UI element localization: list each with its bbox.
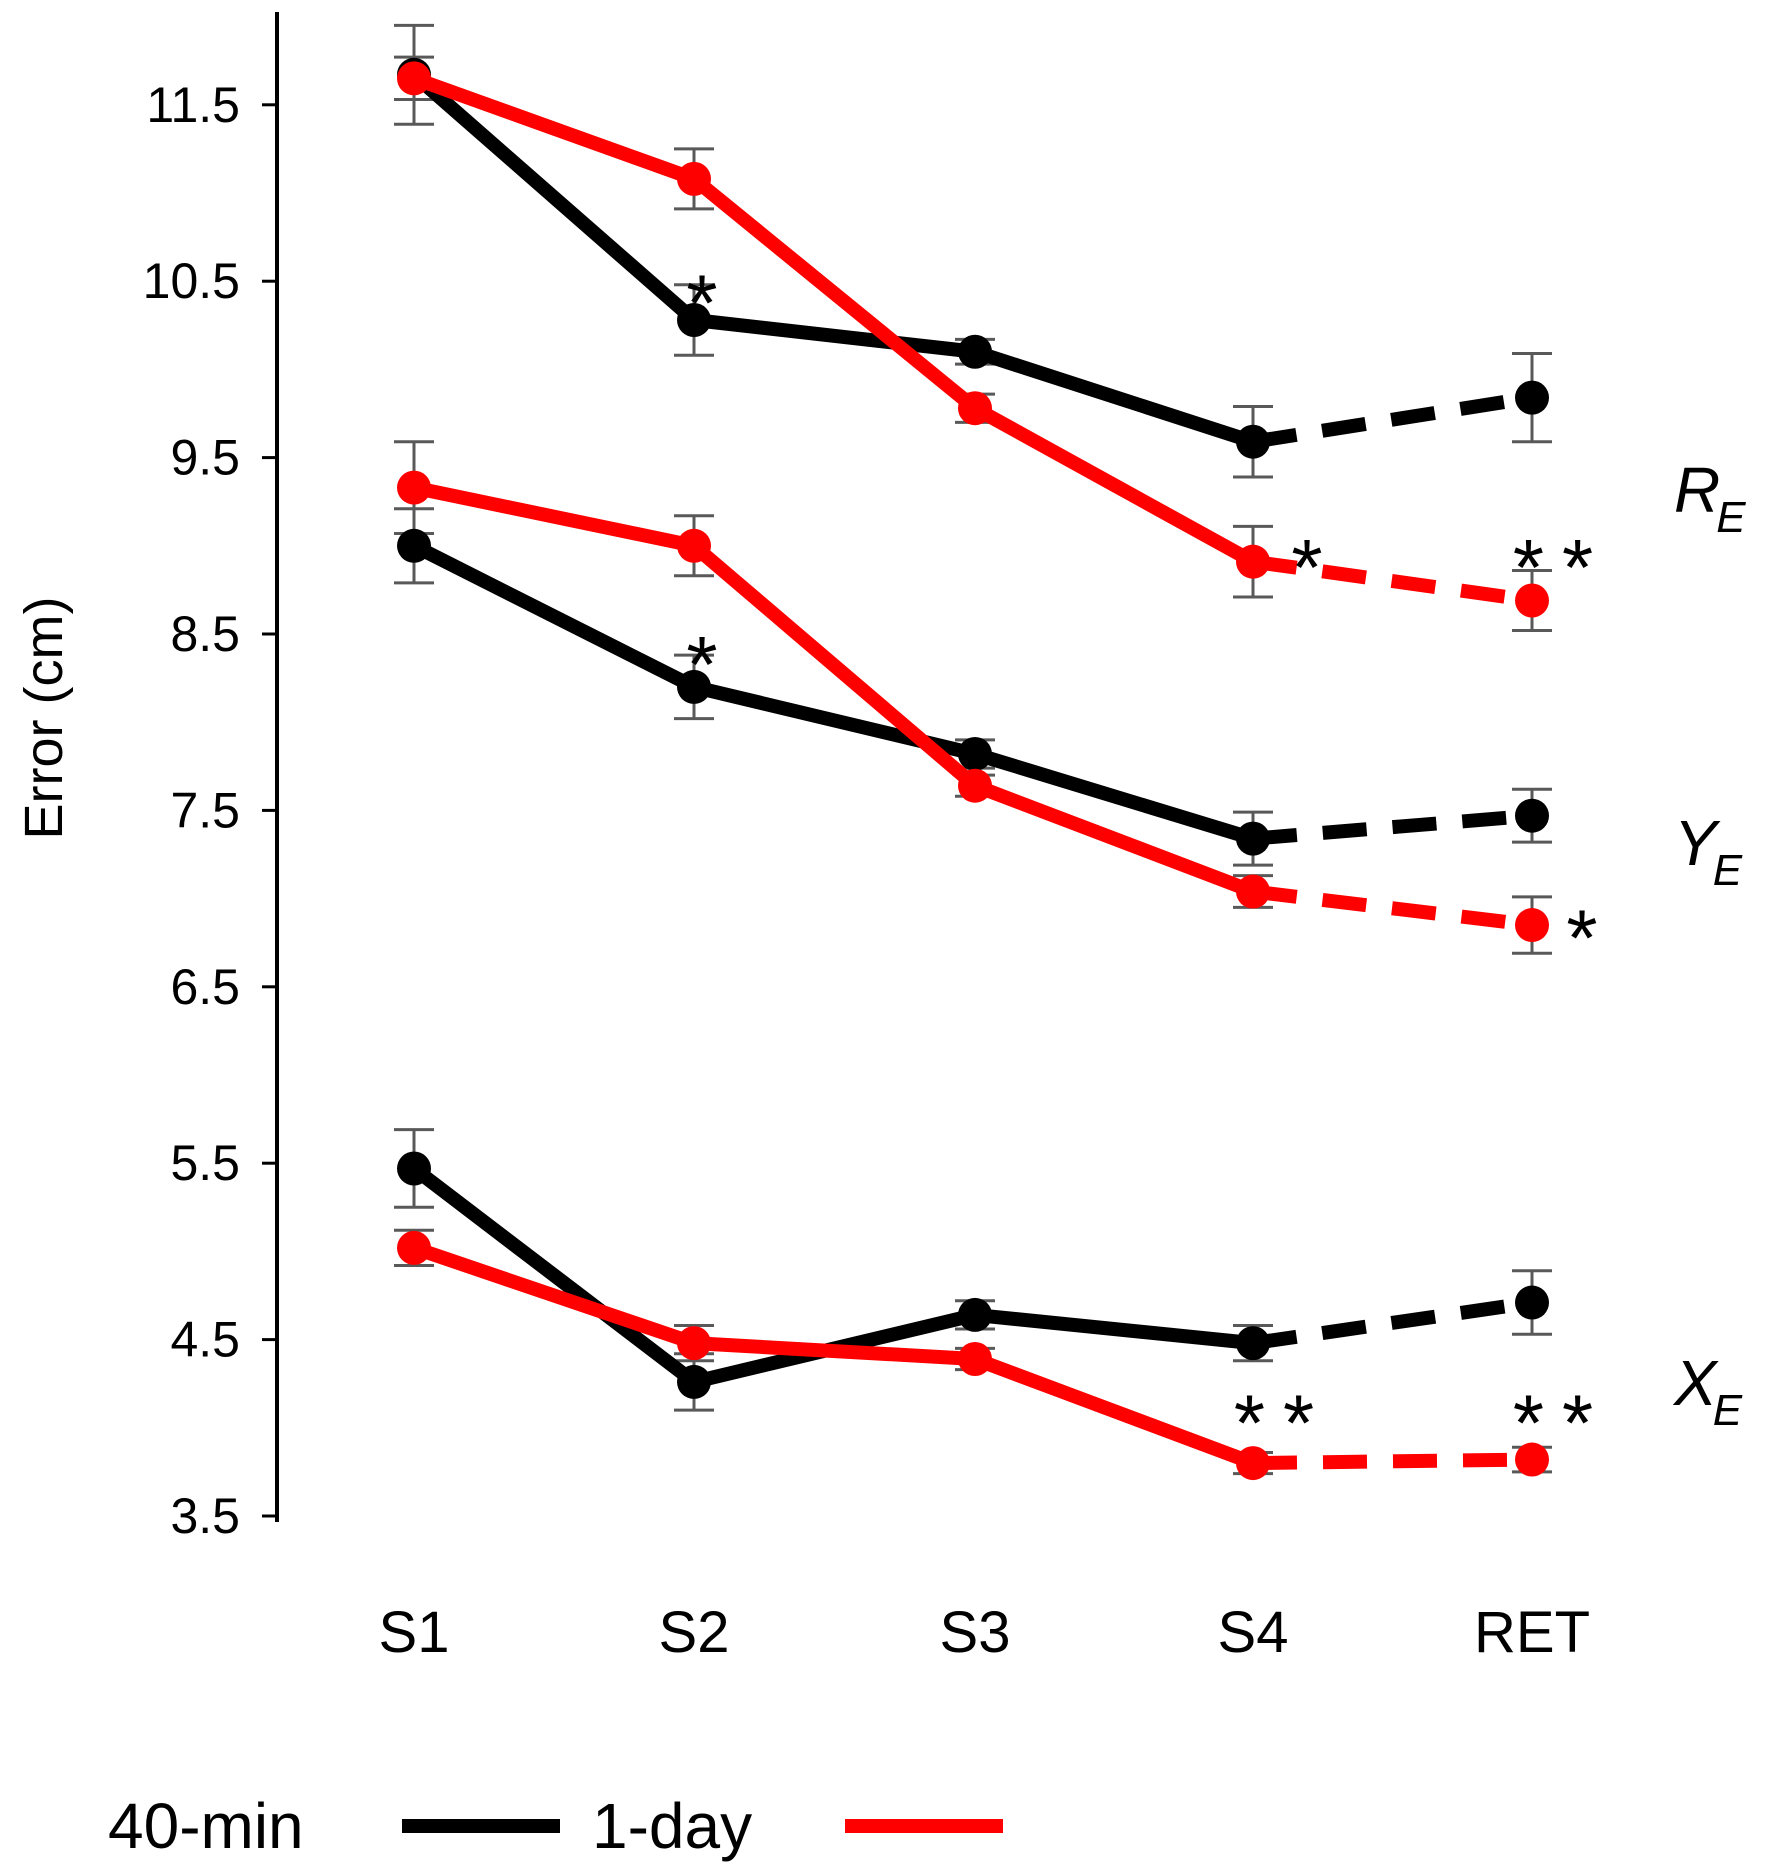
y-tick-label-5-5: 5.5 <box>170 1135 240 1191</box>
data-point-xe-40-min-s1 <box>397 1151 431 1186</box>
series-line-dashed-xe-1-day <box>1252 1452 1533 1471</box>
data-point-xe-40-min-s3 <box>958 1297 992 1332</box>
data-point-re-1-day-ret <box>1515 583 1549 618</box>
metric-labels: RE YE XE <box>1672 454 1746 1435</box>
data-point-ye-40-min-s4 <box>1236 821 1270 856</box>
data-point-re-40-min-ret <box>1515 380 1549 415</box>
significance-marker-re-s4: * <box>1291 523 1322 612</box>
series-line-dashed-ye-40-min <box>1252 808 1533 846</box>
data-point-re-1-day-s4 <box>1236 544 1270 579</box>
y-tick-label-11-5: 11.5 <box>146 77 240 133</box>
data-point-re-40-min-s2 <box>677 303 711 338</box>
series-line-dashed-re-1-day <box>1252 554 1533 608</box>
data-point-re-40-min-s4 <box>1236 424 1270 459</box>
significance-marker-ye-ret: * <box>1566 893 1597 982</box>
metric-label-subscript-xe: E <box>1713 1386 1743 1435</box>
y-tick-label-4-5: 4.5 <box>170 1312 240 1368</box>
series-line-re-40-min <box>407 67 1260 449</box>
data-point-xe-1-day-s1 <box>397 1230 431 1265</box>
data-point-xe-40-min-ret <box>1515 1285 1549 1320</box>
data-point-ye-40-min-s3 <box>958 736 992 771</box>
significance-marker-ye-s2: * <box>686 620 717 709</box>
data-point-xe-1-day-ret <box>1515 1442 1549 1477</box>
series-line-dashed-re-40-min <box>1251 390 1534 449</box>
significance-marker-xe-s4: ** <box>1234 1379 1332 1468</box>
data-point-xe-1-day-s3 <box>958 1342 992 1377</box>
legend-label-40-min: 40-min <box>108 1790 304 1862</box>
y-tick-label-8-5: 8.5 <box>170 606 240 662</box>
x-tick-label-s4: S4 <box>1218 1600 1289 1665</box>
metric-label-re: RE <box>1674 454 1746 542</box>
y-tick-label-7-5: 7.5 <box>170 782 240 838</box>
data-point-ye-1-day-s4 <box>1236 874 1270 909</box>
legend: 40-min 1-day <box>108 1790 1003 1862</box>
x-axis-labels: S1 S2 S3 S4 RET <box>379 1600 1590 1665</box>
data-point-xe-1-day-s2 <box>677 1326 711 1361</box>
data-point-ye-1-day-ret <box>1515 908 1549 943</box>
x-tick-label-ret: RET <box>1474 1600 1590 1665</box>
metric-label-ye: YE <box>1674 807 1743 895</box>
data-point-ye-1-day-s1 <box>397 470 431 505</box>
series-line-dashed-ye-1-day <box>1252 884 1533 933</box>
x-tick-label-s1: S1 <box>379 1600 450 1665</box>
metric-label-subscript-ye: E <box>1713 846 1743 895</box>
x-tick-label-s2: S2 <box>659 1600 730 1665</box>
significance-marker-re-ret: ** <box>1513 523 1611 612</box>
series-line-re-1-day <box>407 71 1260 569</box>
series-line-ye-1-day <box>407 480 1260 899</box>
y-tick-label-6-5: 6.5 <box>170 959 240 1015</box>
metric-label-xe: XE <box>1672 1347 1743 1435</box>
significance-marker-re-s2: * <box>686 258 717 347</box>
series-line-dashed-xe-40-min <box>1251 1295 1534 1351</box>
series-line-ye-40-min <box>407 538 1260 846</box>
y-tick-label-3-5: 3.5 <box>170 1488 240 1544</box>
y-tick-label-10-5: 10.5 <box>143 253 240 309</box>
data-point-ye-1-day-s2 <box>677 528 711 563</box>
significance-marker-xe-ret: ** <box>1513 1379 1611 1468</box>
series-line-xe-1-day <box>407 1240 1260 1471</box>
data-point-re-1-day-s2 <box>677 161 711 196</box>
data-point-ye-40-min-s2 <box>677 669 711 704</box>
data-point-ye-40-min-ret <box>1515 798 1549 833</box>
data-point-xe-40-min-s2 <box>677 1364 711 1399</box>
y-axis-label: Error (cm) <box>14 597 74 840</box>
significance-markers: ** ****** ** <box>686 258 1611 1468</box>
data-point-re-40-min-s3 <box>958 334 992 369</box>
data-point-xe-1-day-s4 <box>1236 1446 1270 1481</box>
legend-label-1-day: 1-day <box>592 1790 752 1862</box>
data-point-re-1-day-s1 <box>397 61 431 96</box>
data-point-xe-40-min-s4 <box>1236 1326 1270 1361</box>
y-tick-label-9-5: 9.5 <box>170 430 240 486</box>
axes: 3.5 4.5 5.5 6.5 7.5 8.5 9.5 10.5 11.5 Error (cm) <box>14 12 279 1544</box>
data-point-ye-40-min-s1 <box>397 528 431 563</box>
series-lines <box>407 67 1534 1471</box>
y-axis-ticks: 3.5 4.5 5.5 6.5 7.5 8.5 9.5 10.5 11.5 <box>143 77 277 1544</box>
data-point-ye-1-day-s3 <box>958 768 992 803</box>
metric-label-subscript-re: E <box>1716 493 1746 542</box>
series-points <box>397 57 1549 1481</box>
x-tick-label-s3: S3 <box>940 1600 1011 1665</box>
data-point-re-1-day-s3 <box>958 391 992 426</box>
